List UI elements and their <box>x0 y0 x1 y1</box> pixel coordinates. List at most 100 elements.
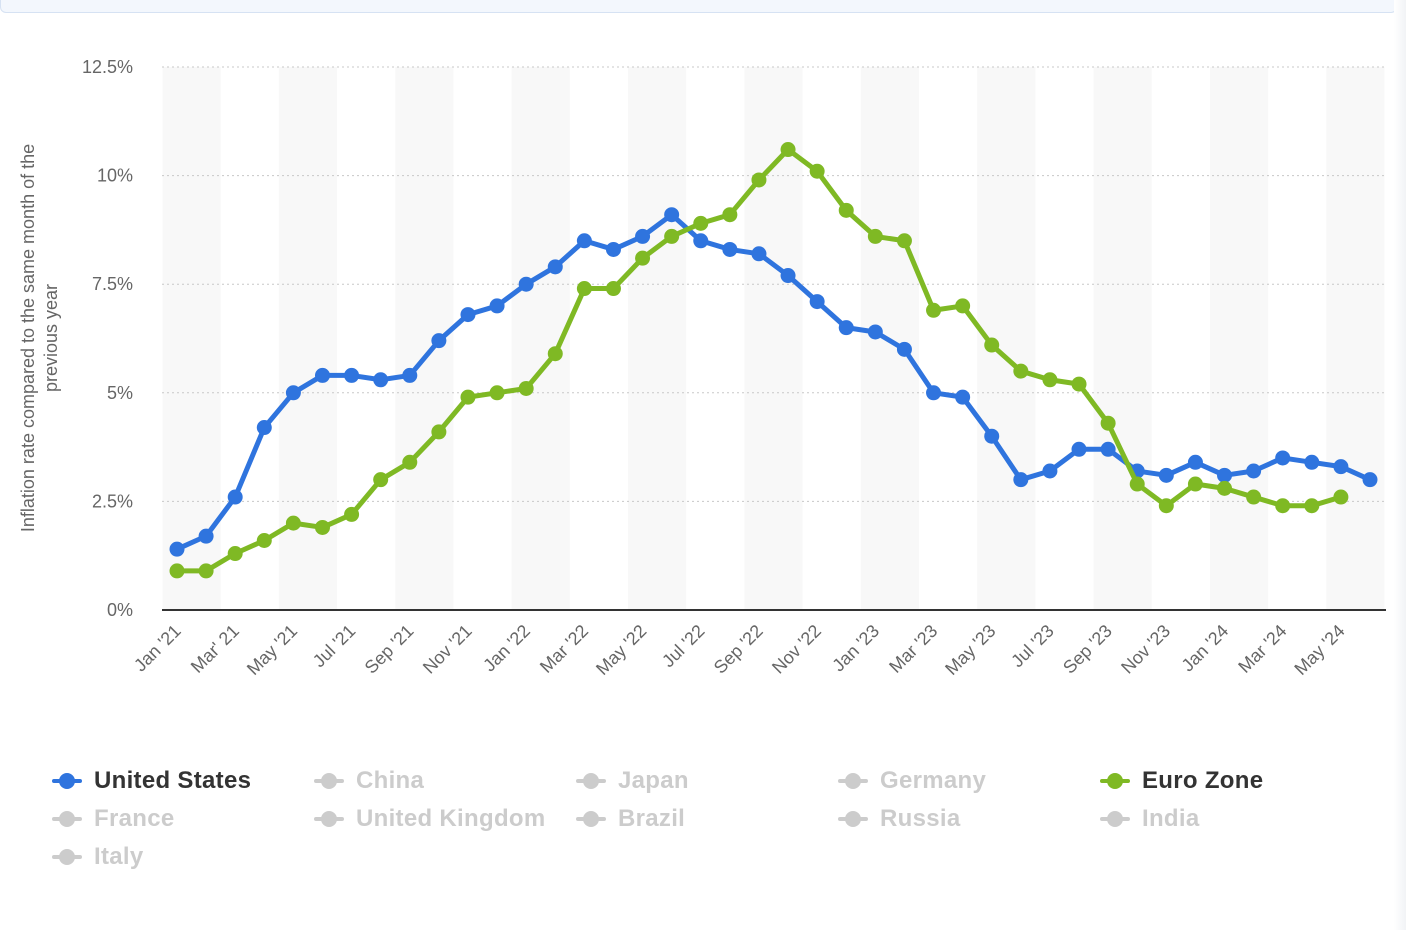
legend-item-euro-zone[interactable]: Euro Zone <box>1098 762 1360 800</box>
data-point-united-states <box>547 259 563 275</box>
data-point-euro-zone <box>460 389 476 405</box>
data-point-united-states <box>926 385 942 401</box>
data-point-euro-zone <box>693 215 709 231</box>
data-point-euro-zone <box>1042 372 1058 388</box>
data-point-euro-zone <box>1013 363 1029 379</box>
data-point-euro-zone <box>1217 480 1233 496</box>
data-point-euro-zone <box>984 337 1000 353</box>
x-tick-label: Jul '21 <box>309 621 360 672</box>
legend-item-india[interactable]: India <box>1098 800 1360 838</box>
data-point-euro-zone <box>867 228 883 244</box>
data-point-united-states <box>576 233 592 249</box>
y-axis-title-line: previous year <box>41 284 61 392</box>
data-point-euro-zone <box>605 281 621 297</box>
legend-label: China <box>356 767 425 794</box>
data-point-euro-zone <box>1246 489 1262 505</box>
data-point-euro-zone <box>1158 498 1174 514</box>
legend-label: United Kingdom <box>356 805 546 832</box>
x-tick-label: Mar '24 <box>1234 621 1290 677</box>
data-point-united-states <box>518 276 534 292</box>
data-point-euro-zone <box>227 546 243 562</box>
legend-item-germany[interactable]: Germany <box>836 762 1098 800</box>
x-tick-label: Mar '23 <box>885 621 941 677</box>
data-point-euro-zone <box>547 346 563 362</box>
legend-marker-icon <box>574 771 608 791</box>
x-tick-label: Jan '24 <box>1178 621 1233 676</box>
data-point-united-states <box>867 324 883 340</box>
y-axis-title: Inflation rate compared to the same mont… <box>18 144 61 532</box>
legend-label: Italy <box>94 843 144 870</box>
data-point-euro-zone <box>896 233 912 249</box>
data-point-euro-zone <box>809 163 825 179</box>
data-point-united-states <box>489 298 505 314</box>
legend-label: Russia <box>880 805 961 832</box>
data-point-euro-zone <box>1275 498 1291 514</box>
chart-legend: United States China Japan Germany Euro Z… <box>50 762 1370 876</box>
legend-item-united-kingdom[interactable]: United Kingdom <box>312 800 574 838</box>
legend-item-italy[interactable]: Italy <box>50 838 312 876</box>
legend-item-france[interactable]: France <box>50 800 312 838</box>
data-point-united-states <box>1304 454 1320 470</box>
legend-marker-icon <box>836 809 870 829</box>
data-point-euro-zone <box>1187 476 1203 492</box>
data-point-united-states <box>1217 467 1233 483</box>
data-point-euro-zone <box>1304 498 1320 514</box>
inflation-line-chart: 0%2.5%5%7.5%10%12.5%Jan '21 Mar' 21 May '2… <box>18 57 1386 679</box>
x-tick-label: Jan '22 <box>479 621 534 676</box>
data-point-euro-zone <box>344 506 360 522</box>
legend-item-russia[interactable]: Russia <box>836 800 1098 838</box>
data-point-united-states <box>373 372 389 388</box>
data-point-euro-zone <box>751 172 767 188</box>
legend-marker-icon <box>312 809 346 829</box>
legend-item-brazil[interactable]: Brazil <box>574 800 836 838</box>
data-point-euro-zone <box>1129 476 1145 492</box>
x-tick-label: Jul '23 <box>1007 621 1058 672</box>
data-point-euro-zone <box>431 424 447 440</box>
x-tick-label: Sep '21 <box>361 621 418 678</box>
legend-label: Brazil <box>618 805 686 832</box>
x-tick-label: Nov '23 <box>1117 621 1174 678</box>
data-point-united-states <box>1275 450 1291 466</box>
legend-marker-icon <box>50 771 84 791</box>
data-point-euro-zone <box>955 298 971 314</box>
y-tick-label: 10% <box>97 166 133 186</box>
data-point-united-states <box>780 268 796 284</box>
legend-item-china[interactable]: China <box>312 762 574 800</box>
scroll-edge <box>1394 0 1406 930</box>
data-point-united-states <box>1042 463 1058 479</box>
data-point-united-states <box>664 207 680 223</box>
x-tick-label: May '23 <box>941 621 999 679</box>
data-point-united-states <box>722 241 738 257</box>
x-tick-label: May '24 <box>1290 621 1348 679</box>
data-point-united-states <box>635 228 651 244</box>
data-point-united-states <box>431 333 447 349</box>
data-point-euro-zone <box>169 563 185 579</box>
data-point-united-states <box>285 385 301 401</box>
legend-marker-icon <box>574 809 608 829</box>
data-point-united-states <box>169 541 185 557</box>
data-point-euro-zone <box>635 250 651 266</box>
legend-marker-icon <box>1098 771 1132 791</box>
x-tick-label: Nov '22 <box>768 621 825 678</box>
x-tick-label: Jan '21 <box>130 621 185 676</box>
data-point-united-states <box>693 233 709 249</box>
data-point-united-states <box>1013 472 1029 488</box>
data-point-euro-zone <box>402 454 418 470</box>
legend-item-united-states[interactable]: United States <box>50 762 312 800</box>
data-point-euro-zone <box>285 515 301 531</box>
data-point-united-states <box>198 528 214 544</box>
x-tick-label: Sep '23 <box>1059 621 1116 678</box>
y-tick-label: 0% <box>107 600 133 620</box>
legend-marker-icon <box>50 809 84 829</box>
x-tick-label: Sep '22 <box>710 621 767 678</box>
data-point-united-states <box>1100 441 1116 457</box>
legend-item-japan[interactable]: Japan <box>574 762 836 800</box>
data-point-united-states <box>1246 463 1262 479</box>
data-point-united-states <box>896 341 912 357</box>
x-tick-label: Jan '23 <box>828 621 883 676</box>
data-point-united-states <box>955 389 971 405</box>
data-point-united-states <box>1158 467 1174 483</box>
data-point-united-states <box>1071 441 1087 457</box>
data-point-united-states <box>809 294 825 310</box>
legend-marker-icon <box>836 771 870 791</box>
